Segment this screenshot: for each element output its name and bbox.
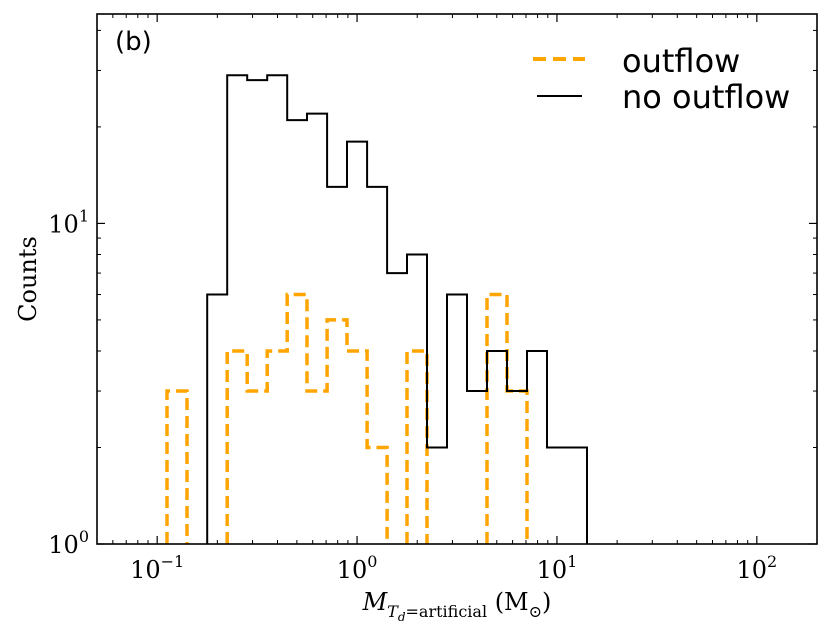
bin-no-outflow [507,391,527,544]
bin-no-outflow [347,142,367,544]
y-tick-labels: 100 101 [48,206,89,559]
panel-label: (b) [115,27,152,57]
x-tick-label: 102 [736,552,777,584]
major-ticks [97,14,817,545]
bin-no-outflow [227,75,247,544]
legend: outflow no outflow [533,42,790,116]
bin-no-outflow [287,120,307,544]
plot-area [97,14,817,544]
legend-outflow-label: outflow [622,42,740,80]
x-tick-label: 10−1 [130,552,184,584]
x-axis-label: MTd=artificial (M⊙) [362,588,552,624]
plot-frame [96,13,818,545]
series-outflow [165,292,529,544]
y-axis-label: Counts [14,236,42,322]
bin-no-outflow [547,447,567,544]
y-tick-label: 100 [48,527,89,559]
bin-no-outflow [247,80,267,544]
bin-no-outflow [527,351,547,544]
y-tick-label: 101 [48,206,89,238]
legend-no-outflow-label: no outflow [622,78,790,116]
x-tick-label: 100 [337,552,378,584]
x-tick-label: 101 [537,552,578,584]
bin-no-outflow [447,295,467,544]
bin-no-outflow [327,187,347,544]
bin-no-outflow [407,254,427,544]
bin-no-outflow [207,295,227,544]
series-layer [165,74,588,544]
bin-no-outflow [467,391,487,544]
bin-no-outflow [427,447,447,544]
bin-no-outflow [567,447,587,544]
bin-no-outflow [367,187,387,544]
bin-outflow [167,391,187,544]
x-tick-labels: 10−1 100 101 102 [130,552,777,584]
series-no-outflow [206,74,588,544]
bin-no-outflow [267,75,287,544]
bin-no-outflow [387,273,407,544]
bin-no-outflow [307,114,327,544]
bin-no-outflow [487,351,507,544]
